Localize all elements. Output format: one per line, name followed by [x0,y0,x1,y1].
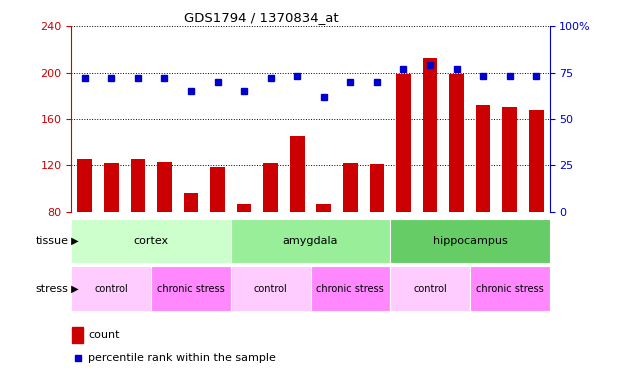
Bar [423,58,437,212]
Text: ▶: ▶ [68,284,78,294]
Bar [184,194,198,212]
Bar [151,266,231,311]
Bar [310,266,390,311]
Bar [211,166,225,212]
Text: amygdala: amygdala [283,236,338,246]
Text: percentile rank within the sample: percentile rank within the sample [88,352,276,363]
Bar [130,159,145,212]
Bar [71,219,231,262]
Text: chronic stress: chronic stress [476,284,543,294]
Bar [390,266,470,311]
Bar [396,74,410,212]
Bar [317,204,331,212]
Bar [73,327,83,343]
Text: cortex: cortex [134,236,169,246]
Bar [343,163,358,212]
Bar [290,136,304,212]
Bar [78,159,92,212]
Bar [104,163,119,212]
Text: count: count [88,330,120,340]
Bar [390,219,550,262]
Bar [369,164,384,212]
Bar [71,266,151,311]
Bar [263,163,278,212]
Text: control: control [94,284,128,294]
Bar [529,110,543,212]
Bar [502,108,517,212]
Bar [237,204,252,212]
Text: stress: stress [35,284,68,294]
Bar [450,74,464,212]
Text: tissue: tissue [35,236,68,246]
Bar [231,266,310,311]
Text: hippocampus: hippocampus [432,236,507,246]
Text: chronic stress: chronic stress [157,284,225,294]
Bar [231,219,390,262]
Bar [470,266,550,311]
Text: control: control [413,284,447,294]
Text: chronic stress: chronic stress [317,284,384,294]
Bar [157,162,171,212]
Bar [476,105,491,212]
Text: control: control [254,284,288,294]
Text: GDS1794 / 1370834_at: GDS1794 / 1370834_at [184,11,338,24]
Text: ▶: ▶ [68,236,78,246]
